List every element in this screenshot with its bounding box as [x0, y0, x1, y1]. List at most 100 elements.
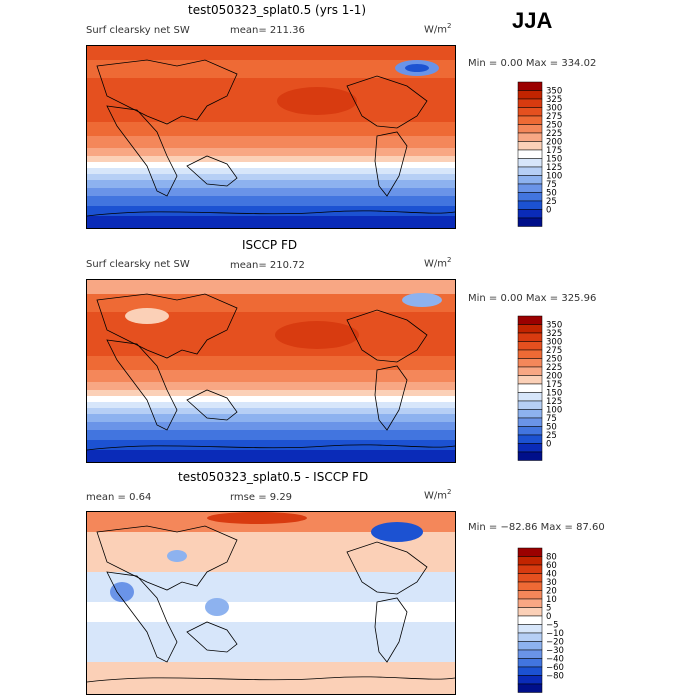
colorbar-swatch — [517, 349, 543, 359]
colorbar-swatch — [517, 564, 543, 574]
panel-3-mean: mean = 0.64 — [86, 492, 152, 503]
colorbar-swatch — [517, 417, 543, 427]
panel-2-field-label: Surf clearsky net SW — [86, 259, 190, 270]
colorbar-swatch — [517, 426, 543, 436]
colorbar-label: 25 — [546, 197, 557, 207]
colorbar-label: −30 — [546, 646, 564, 656]
colorbar-label: −10 — [546, 629, 564, 639]
panel-3-title: test050323_splat0.5 - ISCCP FD — [178, 470, 369, 484]
colorbar-label: 0 — [546, 206, 551, 216]
colorbar-label: 125 — [546, 163, 562, 173]
colorbar-swatch — [517, 90, 543, 100]
colorbar-label: 275 — [546, 112, 562, 122]
panel-1-minmax: Min = 0.00 Max = 334.02 — [468, 58, 597, 69]
colorbar-swatch — [517, 98, 543, 108]
colorbar-swatch — [517, 615, 543, 625]
colorbar-label: 75 — [546, 180, 557, 190]
colorbar-label: 350 — [546, 321, 562, 331]
colorbar-swatch — [517, 683, 543, 693]
colorbar-swatch — [517, 158, 543, 168]
colorbar-swatch — [517, 556, 543, 566]
colorbar-swatch — [517, 607, 543, 617]
colorbar-swatch — [517, 175, 543, 185]
colorbar-label: 225 — [546, 129, 562, 139]
colorbar-swatch — [517, 581, 543, 591]
panel-3-map-svg — [87, 512, 455, 694]
colorbar-swatch — [517, 409, 543, 419]
panel-1-title: test050323_splat0.5 (yrs 1-1) — [188, 3, 367, 17]
colorbar-label: −5 — [546, 621, 559, 631]
colorbar-swatch — [517, 124, 543, 134]
colorbar-swatch — [517, 383, 543, 393]
colorbar-swatch — [517, 573, 543, 583]
colorbar-swatch — [517, 443, 543, 453]
colorbar-label: 0 — [546, 440, 551, 450]
colorbar-swatch — [517, 141, 543, 151]
colorbar-label: 0 — [546, 612, 551, 622]
colorbar-label: 60 — [546, 561, 557, 571]
colorbar-label: 175 — [546, 380, 562, 390]
colorbar-label: 5 — [546, 604, 551, 614]
panel-2-minmax: Min = 0.00 Max = 325.96 — [468, 293, 597, 304]
colorbar-swatch — [517, 658, 543, 668]
colorbar-swatch — [517, 115, 543, 125]
colorbar-label: 80 — [546, 553, 557, 563]
colorbar-swatch — [517, 324, 543, 334]
panel-2-map — [86, 279, 456, 463]
colorbar-swatch — [517, 547, 543, 557]
panel-1-field-label: Surf clearsky net SW — [86, 25, 190, 36]
colorbar-swatch — [517, 183, 543, 193]
colorbar-swatch — [517, 149, 543, 159]
colorbar-swatch — [517, 598, 543, 608]
colorbar-swatch — [517, 666, 543, 676]
colorbar-label: 325 — [546, 329, 562, 339]
colorbar-label: 200 — [546, 138, 562, 148]
panel-1-map — [86, 45, 456, 229]
colorbar-swatch — [517, 132, 543, 142]
panel-3-map — [86, 511, 456, 695]
colorbar-swatch — [517, 332, 543, 342]
colorbar-label: 250 — [546, 121, 562, 131]
colorbar-label: 275 — [546, 346, 562, 356]
colorbar-label: 200 — [546, 372, 562, 382]
colorbar-label: 20 — [546, 587, 557, 597]
colorbar-swatch — [517, 209, 543, 219]
colorbar-label: 100 — [546, 172, 562, 182]
colorbar-label: 30 — [546, 578, 557, 588]
colorbar-swatch — [517, 434, 543, 444]
colorbar-swatch — [517, 649, 543, 659]
colorbar-label: 40 — [546, 570, 557, 580]
colorbar-swatch — [517, 632, 543, 642]
panel-2-mean: mean= 210.72 — [230, 260, 305, 271]
colorbar-label: 300 — [546, 338, 562, 348]
colorbar-label: −20 — [546, 638, 564, 648]
panel-2-map-svg — [87, 280, 455, 462]
colorbar-label: 250 — [546, 355, 562, 365]
colorbar-swatch — [517, 400, 543, 410]
colorbar-label: 150 — [546, 155, 562, 165]
colorbar-swatch — [517, 358, 543, 368]
colorbar-label: 175 — [546, 146, 562, 156]
colorbar-label: 225 — [546, 363, 562, 373]
colorbar-swatch — [517, 217, 543, 227]
panel-1-mean: mean= 211.36 — [230, 25, 305, 36]
colorbar-swatch — [517, 192, 543, 202]
colorbar-swatch — [517, 107, 543, 117]
colorbar-swatch — [517, 315, 543, 325]
colorbar-label: 10 — [546, 595, 557, 605]
panel-3-minmax: Min = −82.86 Max = 87.60 — [468, 522, 605, 533]
colorbar-swatch — [517, 166, 543, 176]
colorbar-swatch — [517, 200, 543, 210]
colorbar-swatch — [517, 81, 543, 91]
colorbar-label: 325 — [546, 95, 562, 105]
colorbar-label: 100 — [546, 406, 562, 416]
colorbar-swatch — [517, 392, 543, 402]
colorbar-swatch — [517, 590, 543, 600]
colorbar-swatch — [517, 366, 543, 376]
colorbar-label: 125 — [546, 397, 562, 407]
colorbar-label: 150 — [546, 389, 562, 399]
colorbar-label: 25 — [546, 431, 557, 441]
